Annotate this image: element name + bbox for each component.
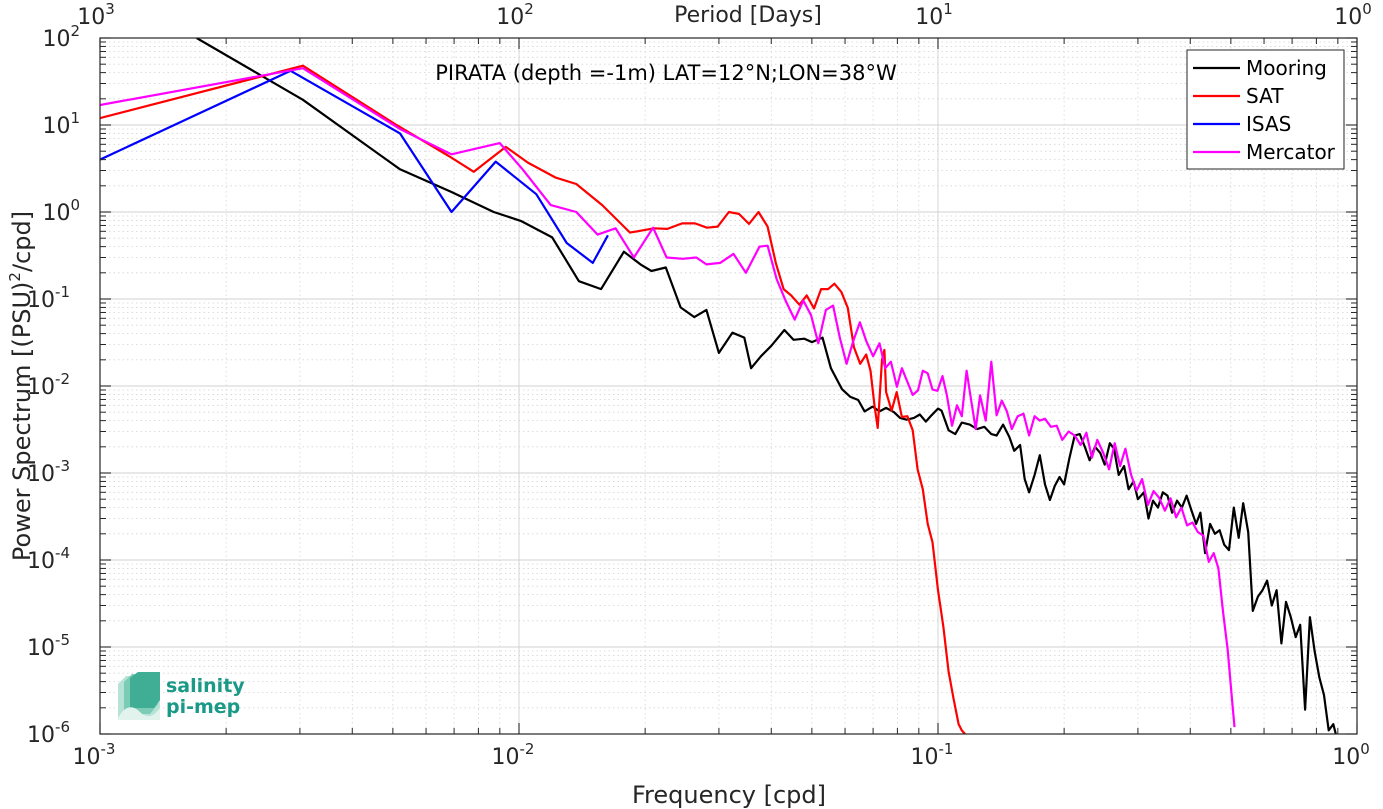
- y-tick-label: 10-4: [27, 544, 70, 574]
- top-tick-label-base: 10: [77, 5, 105, 30]
- y-tick-label: 10-3: [27, 457, 70, 487]
- x-tick-label-base: 10: [73, 745, 101, 770]
- legend-label-isas: ISAS: [1246, 112, 1291, 136]
- series-line-mooring: [196, 38, 1337, 734]
- y-axis-title-superscript: 2: [6, 272, 24, 282]
- y-tick-label-exponent: -3: [55, 457, 70, 475]
- y-tick-label-base: 10: [27, 462, 55, 487]
- y-tick-label-exponent: -2: [55, 370, 70, 388]
- x-tick-label: 10-1: [911, 740, 954, 770]
- axis-ticks: [99, 37, 1358, 735]
- y-tick-label: 100: [42, 196, 80, 226]
- y-tick-label-base: 10: [27, 723, 55, 748]
- top-tick-label-exponent: 3: [105, 0, 115, 18]
- y-tick-label-exponent: 0: [70, 196, 80, 214]
- top-tick-label: 100: [1334, 0, 1372, 30]
- legend-label-sat: SAT: [1246, 84, 1284, 108]
- legend: Mooring SAT ISAS Mercator: [1186, 49, 1345, 170]
- top-tick-label-exponent: 0: [1362, 0, 1372, 18]
- y-tick-label: 102: [42, 22, 80, 52]
- top-tick-label-base: 10: [915, 5, 943, 30]
- y-tick-label: 10-6: [27, 718, 70, 748]
- y-tick-label: 10-2: [27, 370, 70, 400]
- x-tick-label: 10-2: [492, 740, 535, 770]
- y-tick-label-base: 10: [42, 114, 70, 139]
- y-tick-label-base: 10: [42, 201, 70, 226]
- x-tick-label-exponent: -1: [939, 740, 954, 758]
- top-tick-label: 101: [915, 0, 953, 30]
- logo-mark-icon: [118, 672, 160, 720]
- y-tick-label-base: 10: [27, 549, 55, 574]
- x-tick-label-base: 10: [911, 745, 939, 770]
- y-tick-label: 101: [42, 109, 80, 139]
- series-line-isas: [100, 69, 609, 264]
- chart-title: PIRATA (depth =-1m) LAT=12°N;LON=38°W: [435, 61, 897, 85]
- y-tick-label-base: 10: [27, 636, 55, 661]
- top-tick-label-exponent: 2: [524, 0, 534, 18]
- top-tick-label: 102: [496, 0, 534, 30]
- x-tick-label-base: 10: [492, 745, 520, 770]
- y-axis-title-tail: /cpd]: [8, 211, 36, 272]
- x-tick-labels: 10-3 10-2 10-1 100: [73, 740, 1370, 770]
- y-tick-label-exponent: -6: [55, 718, 70, 736]
- logo-text-salinity: salinity: [166, 675, 245, 697]
- top-axis-title: Period [Days]: [674, 3, 822, 28]
- series-lines: [100, 38, 1337, 734]
- y-tick-label-exponent: 1: [70, 109, 80, 127]
- x-tick-label-exponent: -2: [520, 740, 535, 758]
- y-tick-label: 10-1: [27, 283, 70, 313]
- y-tick-label: 10-5: [27, 631, 70, 661]
- logo-text-pi-mep: pi-mep: [166, 696, 240, 718]
- y-tick-label-base: 10: [27, 288, 55, 313]
- top-tick-label-base: 10: [1334, 5, 1362, 30]
- x-tick-label: 10-3: [73, 740, 116, 770]
- x-tick-label: 100: [1332, 740, 1370, 770]
- salinity-pi-mep-logo: salinity pi-mep: [118, 672, 245, 720]
- y-tick-label-base: 10: [27, 375, 55, 400]
- y-tick-label-exponent: 2: [70, 22, 80, 40]
- x-tick-label-exponent: -3: [101, 740, 116, 758]
- y-tick-label-exponent: -1: [55, 283, 70, 301]
- y-tick-label-base: 10: [42, 27, 70, 52]
- top-tick-labels: 103 102 101 100: [77, 0, 1372, 30]
- legend-label-mercator: Mercator: [1246, 140, 1336, 164]
- top-tick-label-base: 10: [496, 5, 524, 30]
- legend-box: [1186, 49, 1345, 170]
- series-line-sat: [100, 64, 966, 734]
- y-axis-title: Power Spectrum [(PSU)2/cpd]: [6, 211, 36, 561]
- series-line-mercator: [100, 67, 1236, 728]
- y-axis-title-main: Power Spectrum [(PSU): [8, 282, 36, 561]
- x-tick-label-base: 10: [1332, 745, 1360, 770]
- top-tick-label-exponent: 1: [943, 0, 953, 18]
- top-tick-label: 103: [77, 0, 115, 30]
- y-tick-label-exponent: -4: [55, 544, 70, 562]
- x-axis-title: Frequency [cpd]: [632, 781, 826, 809]
- y-tick-label-exponent: -5: [55, 631, 70, 649]
- x-tick-label-exponent: 0: [1360, 740, 1370, 758]
- legend-label-mooring: Mooring: [1246, 56, 1327, 80]
